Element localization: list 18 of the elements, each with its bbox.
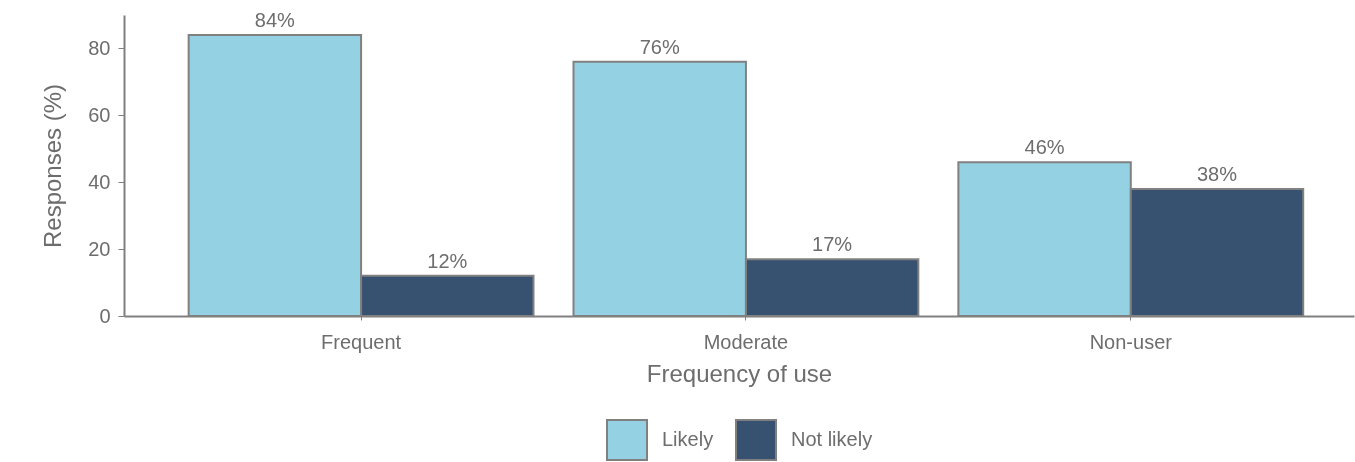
y-tick-label: 0 (99, 304, 111, 327)
x-tick-label: Non-user (1089, 330, 1173, 353)
x-tick-label: Moderate (703, 330, 789, 353)
y-tick-label: 40 (88, 170, 111, 193)
legend-label: Likely (662, 428, 714, 450)
y-tick-label: 80 (88, 36, 111, 59)
data-label: 46% (1024, 136, 1065, 159)
data-label: 17% (812, 233, 853, 256)
x-axis-title: Frequency of use (646, 359, 833, 387)
y-tick-label: 20 (88, 237, 111, 260)
data-label: 12% (427, 249, 468, 272)
data-label: 76% (639, 35, 680, 58)
data-label: 38% (1196, 162, 1238, 185)
data-label: 84% (254, 9, 296, 32)
y-axis-title: Responses (%) (39, 83, 67, 249)
x-tick-label: Frequent (321, 330, 402, 353)
legend-label: Not likely (791, 428, 873, 450)
y-tick-label: 60 (88, 103, 111, 126)
